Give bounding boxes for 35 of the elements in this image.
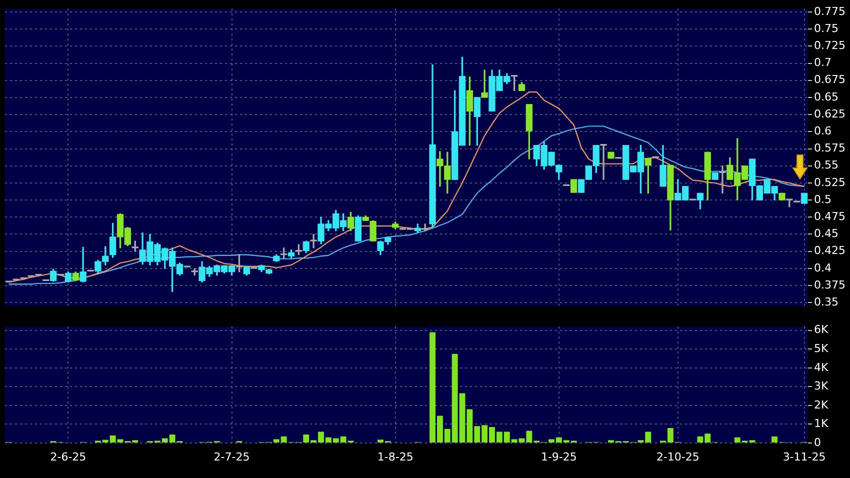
x-tick-label: 1-9-25 bbox=[540, 450, 577, 464]
y-tick-label: 0.65 bbox=[814, 90, 838, 104]
y-tick-label: 0.425 bbox=[814, 244, 846, 258]
x-tick-label: 1-8-25 bbox=[377, 450, 414, 464]
y-tick-label: 0.5 bbox=[814, 192, 832, 206]
y-tick-label: 0 bbox=[814, 436, 821, 449]
y-tick-label: 0.7 bbox=[814, 56, 832, 70]
y-tick-label: 0.675 bbox=[814, 73, 846, 86]
y-tick-label: 0.35 bbox=[814, 295, 838, 308]
candlestick bbox=[600, 144, 607, 180]
y-tick-label: 3K bbox=[814, 380, 829, 393]
x-tick-label: 3-11-25 bbox=[782, 450, 826, 464]
y-tick-label: 0.55 bbox=[814, 158, 838, 172]
y-tick-label: 6K bbox=[814, 323, 829, 336]
y-tick-label: 0.375 bbox=[814, 278, 846, 292]
y-tick-label: 2K bbox=[814, 398, 829, 412]
y-tick-label: 0.475 bbox=[814, 210, 846, 223]
y-tick-label: 5K bbox=[814, 342, 829, 355]
y-tick-label: 0.625 bbox=[814, 107, 846, 120]
y-tick-label: 0.45 bbox=[814, 227, 838, 240]
x-tick-label: 2-6-25 bbox=[50, 450, 86, 464]
x-tick-label: 2-10-25 bbox=[656, 450, 700, 464]
y-tick-label: 0.4 bbox=[814, 261, 832, 274]
x-tick-label: 2-7-25 bbox=[214, 450, 250, 464]
y-tick-label: 0.575 bbox=[814, 142, 846, 155]
y-tick-label: 4K bbox=[814, 360, 829, 374]
candlestick bbox=[481, 70, 488, 98]
y-tick-label: 0.725 bbox=[814, 39, 846, 52]
y-tick-label: 0.525 bbox=[814, 176, 846, 189]
y-tick-label: 0.6 bbox=[814, 124, 832, 138]
y-tick-label: 0.75 bbox=[814, 22, 838, 35]
y-tick-label: 0.775 bbox=[814, 4, 846, 18]
candlestick bbox=[310, 234, 317, 248]
candlestick bbox=[719, 166, 726, 194]
y-tick-label: 1K bbox=[814, 417, 829, 430]
